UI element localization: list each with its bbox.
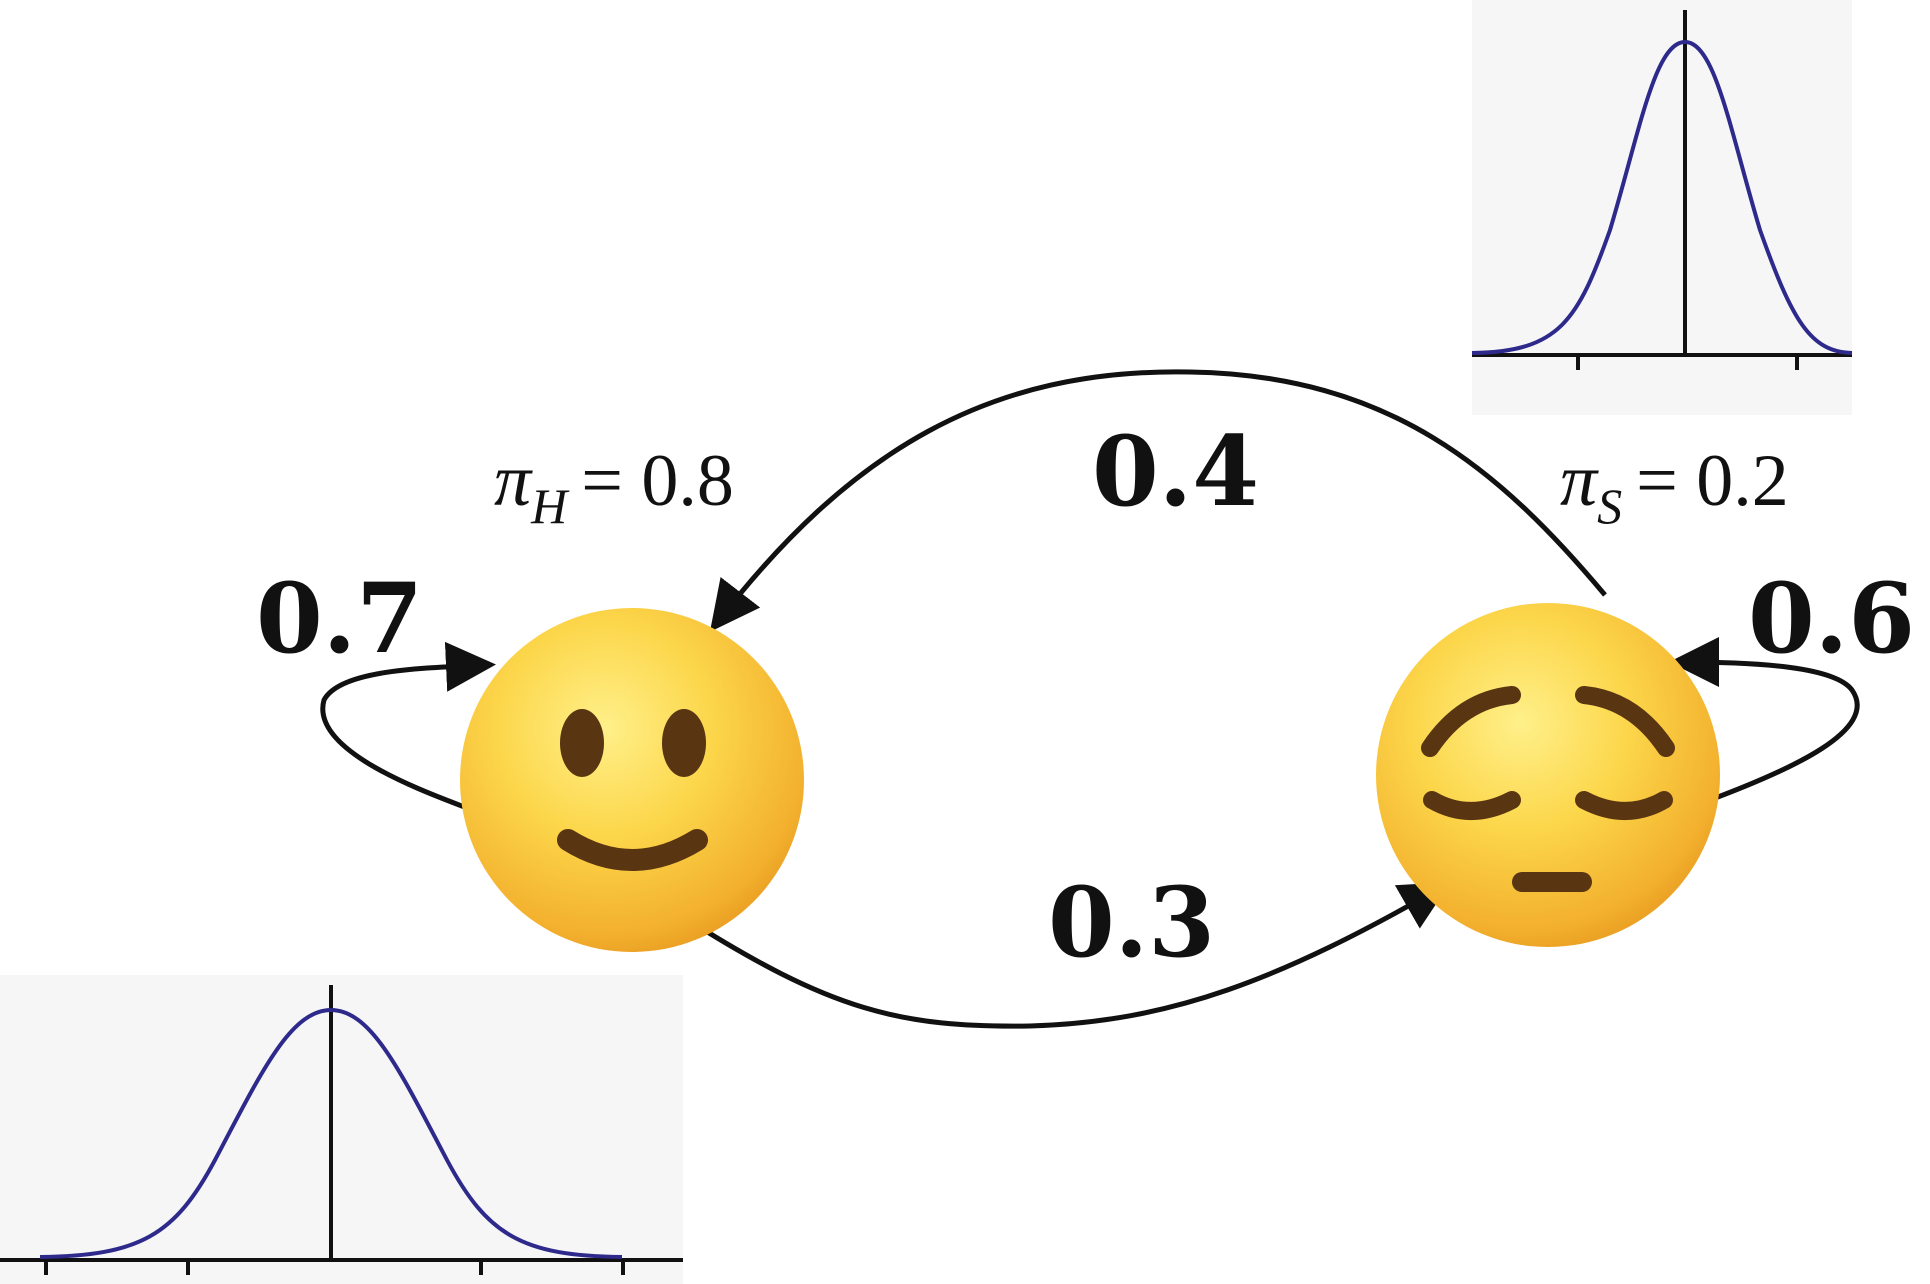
right-eye <box>662 709 706 777</box>
happy-face-icon <box>460 608 804 952</box>
happy-emission-plot <box>0 975 683 1284</box>
right-eye <box>1575 791 1673 820</box>
mouth <box>1512 872 1592 892</box>
smile <box>557 829 708 871</box>
pensive-face-icon <box>1376 603 1720 947</box>
edge-happy-self-loop <box>320 641 496 811</box>
sad-emission-plot <box>1471 0 1853 415</box>
right-eyebrow <box>1575 686 1675 757</box>
transition-label-sad-happy: 0.4 <box>1092 415 1259 528</box>
transition-label-happy-happy: 0.7 <box>256 562 423 675</box>
left-eyebrow <box>1421 686 1521 757</box>
left-eye <box>560 709 604 777</box>
left-eye <box>1423 791 1521 820</box>
initial-prob-happy: πH = 0.8 <box>494 440 734 534</box>
edge-sad-self-loop <box>1669 637 1860 803</box>
edge-happy-to-sad <box>683 882 1451 1029</box>
gaussian-curve <box>1471 39 1853 355</box>
edge-sad-to-happy <box>709 369 1607 632</box>
transition-label-happy-sad: 0.3 <box>1048 866 1215 979</box>
initial-prob-sad: πS = 0.2 <box>1560 440 1789 534</box>
transition-label-sad-sad: 0.6 <box>1748 562 1915 675</box>
gaussian-curve <box>39 1007 623 1259</box>
